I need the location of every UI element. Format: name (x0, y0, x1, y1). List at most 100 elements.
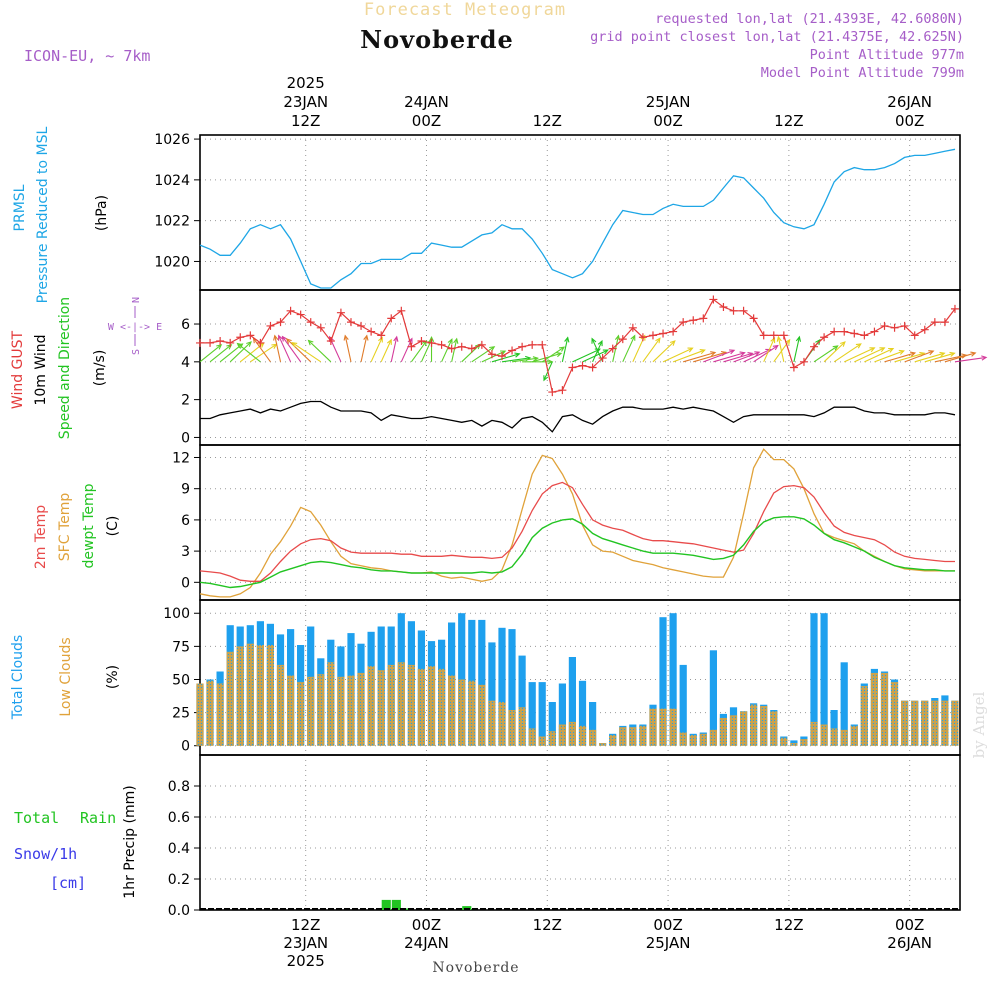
temp-labels: 2m Temp SFC Temp dewpt Temp (C) (33, 483, 121, 569)
total-cloud-label: Total Clouds (10, 635, 26, 720)
gust-marker (638, 333, 647, 342)
bottom-time-label: 00Z (412, 916, 441, 934)
gust-marker (840, 327, 849, 336)
gust-marker (799, 357, 808, 366)
gust-marker (497, 352, 506, 361)
low-cloud-bar (840, 729, 848, 746)
gust-marker (206, 338, 215, 347)
panel-3: 0 25 50 75 100 (163, 599, 961, 756)
top-time-label: 2025 (287, 74, 325, 92)
gust-marker (749, 314, 758, 323)
wind-arrow-head (278, 334, 283, 341)
wind-arrow-head (832, 345, 839, 351)
top-time-label: 12Z (533, 112, 562, 130)
gust-marker (588, 363, 597, 372)
gust-marker (608, 344, 617, 353)
precip-labels: Total Rain Snow/1h [cm] 1hr Precip (mm) (14, 785, 138, 898)
wind-arrow-head (815, 338, 821, 345)
low-cloud-bar (830, 728, 838, 746)
wind-arrow-head (949, 351, 956, 357)
top-time-label: 12Z (291, 112, 320, 130)
top-time-label: 00Z (653, 112, 682, 130)
gust-marker (699, 314, 708, 323)
temp-unit: (C) (105, 516, 121, 537)
top-time-label: 23JAN (283, 93, 328, 111)
total-cloud-bar (709, 650, 717, 746)
y-tick-label: 12 (172, 450, 190, 466)
gust-marker (367, 327, 376, 336)
gust-label: Wind GUST (10, 330, 26, 409)
low-cloud-bar (850, 725, 858, 746)
low-cloud-bar (699, 733, 707, 746)
low-cloud-bar (901, 700, 909, 746)
y-tick-label: 6 (181, 513, 190, 529)
wind-arrow (451, 338, 458, 362)
low-cloud-bar (790, 743, 798, 746)
wind-arrow (914, 352, 945, 363)
low-cloud-bar (911, 700, 919, 746)
gust-marker (286, 306, 295, 315)
y-tick-label: 0 (181, 739, 190, 755)
wind-arrow (894, 352, 925, 363)
y-tick-label: 25 (172, 706, 190, 722)
low-cloud-bar (478, 684, 486, 746)
gust-marker (457, 342, 466, 351)
wind-arrow (924, 352, 955, 363)
wind-arrow-head (363, 334, 369, 341)
wind-arrow (713, 352, 745, 363)
low-cloud-bar (629, 727, 637, 746)
gust-marker (930, 318, 939, 327)
low-cloud-bar (941, 700, 949, 746)
gust-marker (246, 331, 255, 340)
low-cloud-bar (770, 711, 778, 746)
wind-arrow (461, 344, 481, 363)
y-tick-label: 0.6 (168, 810, 190, 826)
panel-1: 0 2 4 6 (181, 289, 988, 446)
y-tick-label: 3 (181, 544, 190, 560)
total-label: Total (14, 809, 59, 827)
low-cloud-bar (599, 743, 607, 746)
wind-arrow-head (795, 335, 802, 342)
wind-arrow (491, 353, 520, 363)
wind-arrow (833, 343, 862, 363)
gust-marker (659, 329, 668, 338)
gust-marker (920, 325, 929, 334)
gust-marker (226, 338, 235, 347)
wind-arrow (823, 341, 846, 363)
wind-arrow-head (772, 344, 779, 351)
total-cloud-bar (679, 664, 687, 746)
y-tick-label: 0.0 (168, 903, 190, 919)
total-cloud-bar (578, 680, 587, 746)
gust-marker (357, 321, 366, 330)
low-cloud-bar (266, 645, 274, 746)
gust-marker (850, 329, 859, 338)
low-cloud-bar (820, 724, 828, 746)
gust-marker (508, 346, 517, 355)
low-cloud-bar (287, 675, 295, 746)
gust-marker (900, 321, 909, 330)
low-cloud-bar (196, 683, 204, 746)
low-cloud-bar (397, 662, 405, 746)
point-altitude: Point Altitude 977m (810, 47, 964, 63)
low-cloud-bar (317, 674, 325, 746)
low-cloud-bar (427, 666, 436, 746)
gust-marker (437, 340, 446, 349)
total-cloud-bar (558, 683, 566, 746)
dew-label: dewpt Temp (81, 483, 97, 568)
y-tick-label: 9 (181, 482, 190, 498)
total-cloud-bar (508, 629, 516, 746)
wind-arrow (592, 340, 603, 363)
gust-marker (568, 363, 577, 372)
wind-arrow-head (655, 337, 661, 344)
wind-arrow-head (879, 347, 886, 353)
top-time-label: 00Z (412, 112, 441, 130)
wind-arrow-head (291, 341, 298, 348)
location-title: Novoberde (360, 25, 514, 54)
wind-arrow (532, 352, 562, 363)
total-cloud-bar (589, 702, 597, 746)
wind-arrow (743, 349, 771, 363)
y-tick-label: 50 (172, 672, 190, 688)
wind-label: 10m Wind (33, 334, 49, 405)
wind-arrow (278, 335, 292, 363)
